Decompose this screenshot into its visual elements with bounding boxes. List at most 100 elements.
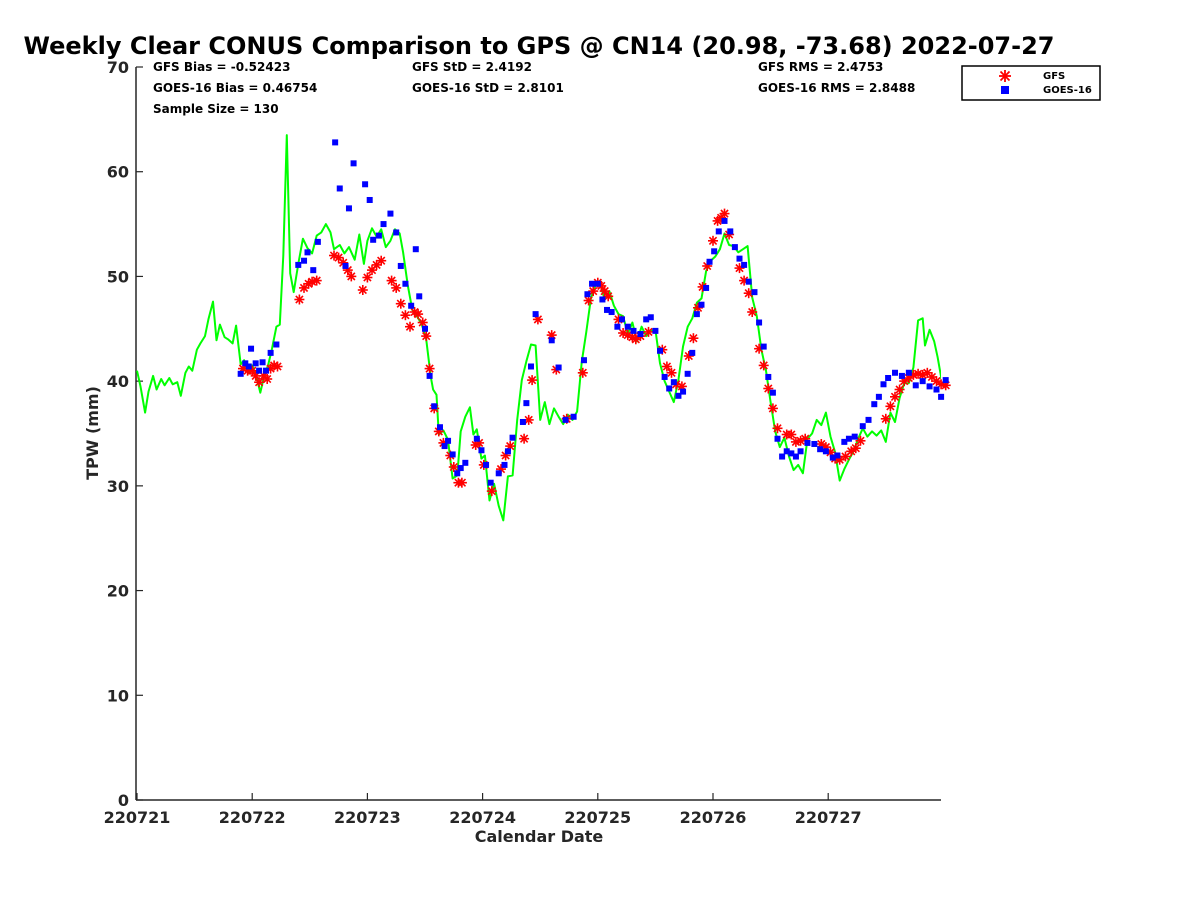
goes-16-point bbox=[769, 389, 776, 396]
goes-16-point bbox=[715, 228, 722, 235]
y-tick-label: 70 bbox=[107, 58, 129, 77]
goes-16-point bbox=[580, 357, 587, 364]
goes-16-point bbox=[614, 323, 621, 330]
goes-16-point bbox=[608, 309, 615, 316]
goes-std-text: GOES-16 StD = 2.8101 bbox=[412, 81, 564, 95]
gfs-point bbox=[697, 281, 708, 292]
goes-16-point bbox=[509, 434, 516, 441]
gfs-point bbox=[367, 265, 377, 276]
goes-16-point bbox=[706, 258, 713, 265]
goes-16-point bbox=[834, 452, 841, 459]
goes-16-point bbox=[366, 196, 373, 203]
goes-16-point bbox=[504, 448, 511, 455]
gfs-point bbox=[708, 235, 718, 246]
goes-16-point bbox=[387, 210, 394, 217]
goes-16-point bbox=[426, 372, 433, 379]
goes-16-point bbox=[263, 367, 270, 374]
gfs-point bbox=[456, 477, 467, 488]
goes-16-point bbox=[871, 401, 878, 408]
gfs-point bbox=[772, 423, 783, 434]
gfs-point bbox=[719, 208, 730, 219]
goes-16-point bbox=[416, 293, 423, 300]
goes-16-point bbox=[817, 446, 824, 453]
gfs-rms-text: GFS RMS = 2.4753 bbox=[758, 60, 883, 74]
goes-16-point bbox=[905, 369, 912, 376]
goes-16-point bbox=[845, 435, 852, 442]
series-layer bbox=[136, 134, 951, 522]
gfs-point bbox=[894, 384, 905, 395]
goes-16-point bbox=[436, 424, 443, 431]
goes-16-point bbox=[584, 291, 591, 298]
gfs-point bbox=[588, 286, 599, 297]
goes-16-point bbox=[487, 479, 494, 486]
goes-16-point bbox=[422, 325, 428, 332]
goes-16-point bbox=[402, 280, 409, 287]
goes-16-point bbox=[478, 447, 485, 454]
goes-16-point bbox=[548, 337, 555, 344]
gfs-point bbox=[400, 310, 411, 321]
x-tick-label: 220726 bbox=[680, 808, 747, 827]
goes-16-point bbox=[851, 433, 858, 440]
goes-16-point bbox=[774, 435, 781, 442]
goes-16-point bbox=[680, 388, 687, 395]
gfs-std-text: GFS StD = 2.4192 bbox=[412, 60, 532, 74]
goes-16-point bbox=[495, 470, 502, 477]
goes-16-point bbox=[675, 392, 682, 399]
goes-16-point bbox=[811, 440, 818, 447]
stats-block: GFS Bias = -0.52423 GOES-16 Bias = 0.467… bbox=[153, 60, 915, 116]
goes-16-point bbox=[342, 262, 349, 269]
goes-16-point bbox=[745, 278, 752, 285]
goes-16-point bbox=[875, 393, 882, 400]
x-axis-ticks: 220721 220722 220723 220724 220725 220726 2207… bbox=[104, 793, 862, 827]
y-tick-label: 40 bbox=[107, 372, 129, 391]
y-tick-label: 20 bbox=[107, 582, 129, 601]
gfs-point bbox=[846, 446, 857, 457]
goes-16-point bbox=[657, 347, 664, 354]
goes-16-point bbox=[892, 369, 899, 376]
goes-16-point bbox=[304, 249, 311, 256]
gfs-point bbox=[413, 309, 424, 320]
goes-16-point bbox=[457, 465, 464, 472]
y-tick-label: 0 bbox=[118, 791, 129, 810]
legend-gfs-label: GFS bbox=[1043, 71, 1065, 82]
gfs-point bbox=[643, 326, 654, 337]
goes-16-point bbox=[345, 205, 352, 212]
chart-title: Weekly Clear CONUS Comparison to GPS @ C… bbox=[24, 32, 1055, 60]
goes-16-point bbox=[431, 403, 438, 410]
goes-16-point bbox=[397, 262, 404, 269]
gfs-point bbox=[683, 351, 694, 361]
goes-16-point bbox=[792, 453, 799, 460]
gfs-point bbox=[357, 285, 368, 295]
gfs-point bbox=[362, 272, 373, 283]
gfs-point bbox=[767, 403, 778, 414]
goes-16-point bbox=[880, 381, 887, 388]
goes-16-point bbox=[693, 311, 700, 318]
goes-16-point bbox=[441, 443, 448, 450]
goes-16-point bbox=[765, 373, 772, 380]
goes-16-point bbox=[483, 461, 490, 468]
gfs-point bbox=[880, 413, 891, 424]
goes-16-point bbox=[599, 296, 606, 303]
goes-16-point bbox=[237, 370, 244, 377]
x-tick-label: 220721 bbox=[104, 808, 171, 827]
gfs-point bbox=[272, 361, 283, 372]
goes-16-point bbox=[362, 181, 369, 188]
goes-16-point bbox=[926, 383, 933, 390]
gfs-point bbox=[391, 282, 402, 293]
goes-16-point bbox=[252, 360, 259, 367]
legend-box bbox=[961, 65, 1101, 101]
gfs-point bbox=[855, 435, 866, 446]
goes-16-point bbox=[242, 360, 249, 367]
y-tick-label: 60 bbox=[107, 163, 129, 182]
goes-16-point bbox=[689, 349, 696, 356]
gfs-point bbox=[758, 360, 769, 371]
goes-16-point bbox=[370, 236, 377, 243]
goes-16-point bbox=[527, 363, 534, 370]
goes-16-point bbox=[751, 289, 758, 296]
goes-16-point bbox=[942, 377, 949, 384]
gfs-point bbox=[926, 372, 937, 382]
goes-16-point bbox=[783, 448, 790, 455]
goes-bias-text: GOES-16 Bias = 0.46754 bbox=[153, 81, 317, 95]
gfs-point bbox=[386, 275, 397, 286]
